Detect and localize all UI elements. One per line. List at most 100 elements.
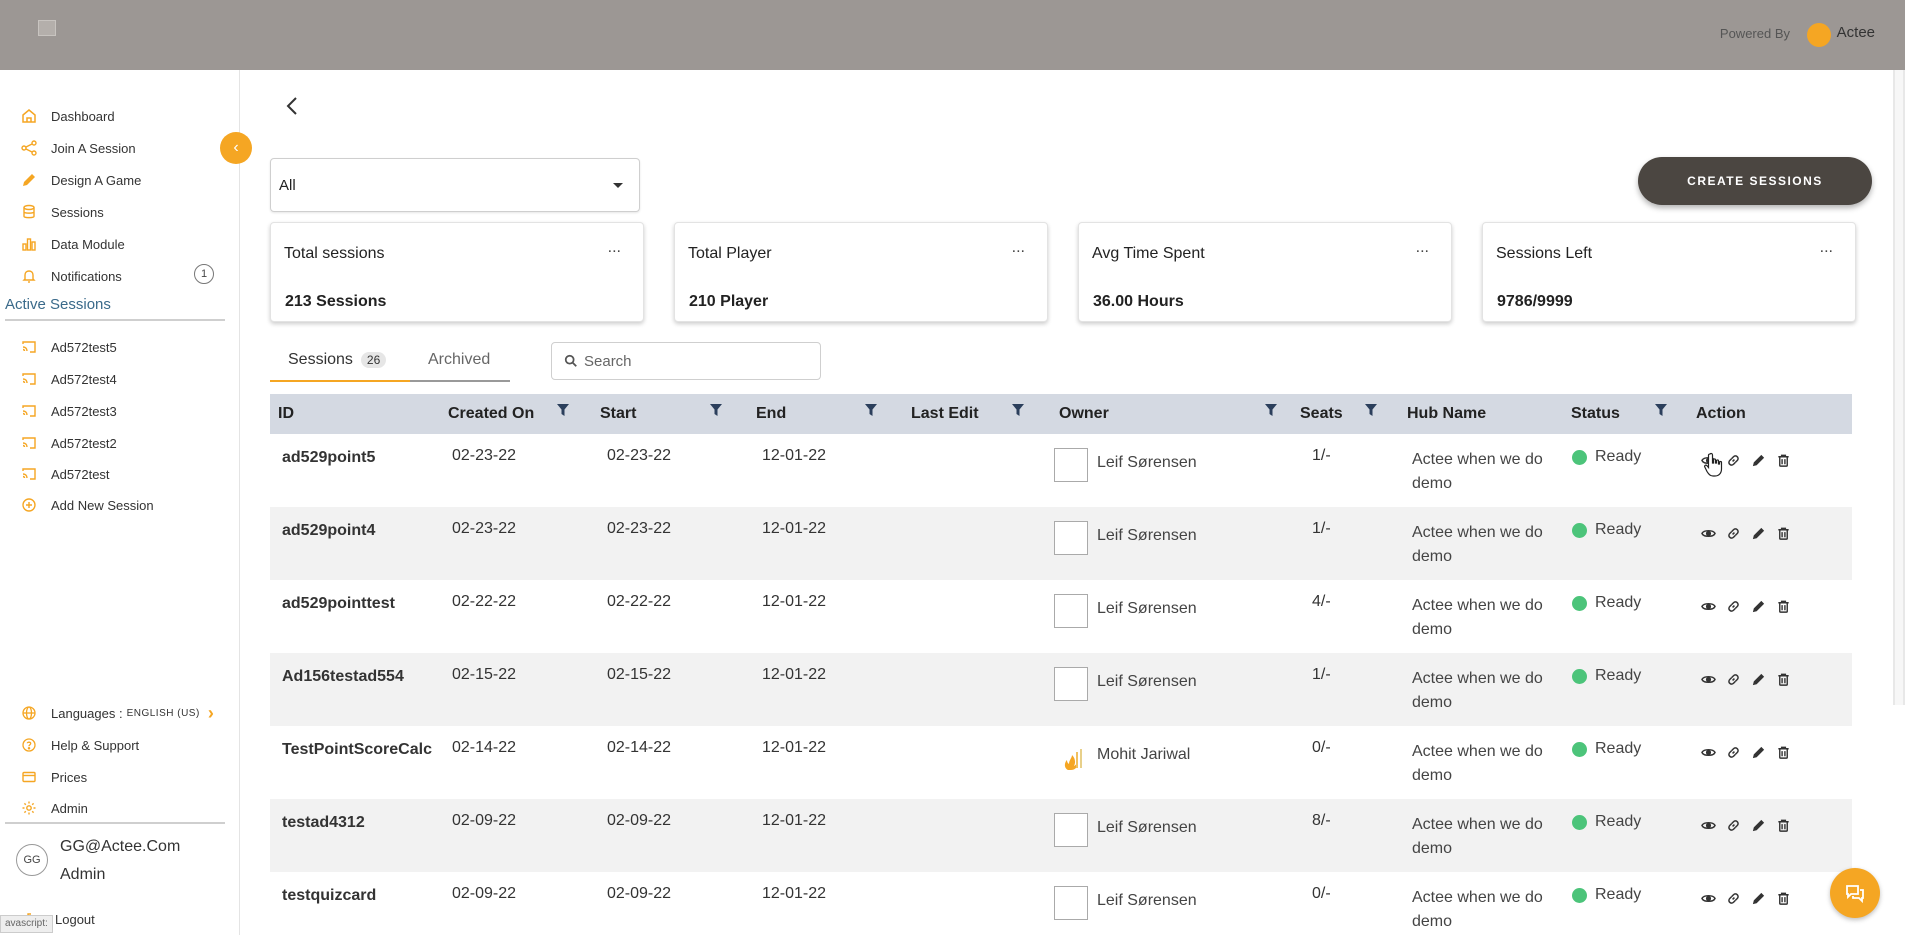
edit-icon[interactable]	[1750, 817, 1767, 834]
link-icon[interactable]	[1725, 598, 1742, 615]
view-icon[interactable]	[1700, 744, 1717, 761]
active-session-item[interactable]: Ad572test	[20, 463, 110, 485]
column-filter-icon[interactable]	[1012, 403, 1024, 417]
table-row[interactable]: ad529point5 02-23-22 02-23-22 12-01-22 Leif …	[270, 434, 1852, 507]
hub-name-cell: Actee when we do demo	[1412, 743, 1543, 784]
session-filter-select[interactable]: All	[270, 158, 640, 212]
delete-icon[interactable]	[1775, 671, 1792, 688]
delete-icon[interactable]	[1775, 890, 1792, 907]
more-options-icon[interactable]: ...	[1415, 239, 1429, 256]
sidebar-item-prices[interactable]: Prices	[20, 766, 87, 788]
session-id[interactable]: testquizcard	[282, 887, 377, 904]
table-row[interactable]: testad4312 02-09-22 02-09-22 12-01-22 Leif S…	[270, 799, 1852, 872]
view-icon[interactable]	[1700, 598, 1717, 615]
active-session-item[interactable]: Ad572test4	[20, 368, 117, 390]
active-session-item[interactable]: Ad572test2	[20, 432, 117, 454]
more-options-icon[interactable]: ...	[1011, 239, 1025, 256]
page-scrollbar[interactable]	[1893, 70, 1905, 705]
column-header[interactable]: Action	[1696, 405, 1746, 422]
column-header[interactable]: Last Edit	[911, 405, 979, 422]
table-row[interactable]: Ad156testad554 02-15-22 02-15-22 12-01-22 Le…	[270, 653, 1852, 726]
delete-icon[interactable]	[1775, 598, 1792, 615]
logo-image[interactable]	[38, 20, 56, 36]
column-filter-icon[interactable]	[1265, 403, 1277, 417]
powered-by-label: Powered By	[1719, 26, 1790, 41]
view-icon[interactable]	[1700, 890, 1717, 907]
sidebar-item-data-module[interactable]: Data Module	[20, 233, 125, 255]
column-header[interactable]: Seats	[1300, 405, 1343, 422]
column-header[interactable]: Status	[1571, 405, 1620, 422]
chat-support-button[interactable]	[1830, 868, 1880, 918]
brand-logo-icon	[1807, 23, 1831, 47]
sidebar-item-notifications[interactable]: Notifications	[20, 265, 122, 287]
column-header[interactable]: Created On	[448, 405, 535, 422]
link-icon[interactable]	[1725, 817, 1742, 834]
status-badge: Ready	[1572, 813, 1641, 831]
edit-icon[interactable]	[1750, 598, 1767, 615]
chevron-right-icon[interactable]: ›	[207, 702, 214, 723]
column-header[interactable]: Owner	[1059, 405, 1109, 422]
sidebar-item-join-session[interactable]: Join A Session	[20, 137, 136, 159]
sidebar-item-label: Join A Session	[51, 140, 136, 156]
table-row[interactable]: TestPointScoreCalc 02-14-22 02-14-22 12-01-…	[270, 726, 1852, 799]
session-id[interactable]: ad529point4	[282, 522, 376, 539]
column-filter-icon[interactable]	[1655, 403, 1667, 417]
column-filter-icon[interactable]	[1365, 403, 1377, 417]
delete-icon[interactable]	[1775, 744, 1792, 761]
session-id[interactable]: TestPointScoreCalc	[282, 741, 432, 758]
column-filter-icon[interactable]	[710, 403, 722, 417]
table-row[interactable]: ad529point4 02-23-22 02-23-22 12-01-22 Leif …	[270, 507, 1852, 580]
view-icon[interactable]	[1700, 817, 1717, 834]
sidebar-item-dashboard[interactable]: Dashboard	[20, 105, 115, 127]
tab-sessions[interactable]: Sessions 26	[270, 340, 410, 382]
delete-icon[interactable]	[1775, 525, 1792, 542]
avatar[interactable]: GG	[16, 844, 48, 876]
link-icon[interactable]	[1725, 671, 1742, 688]
column-header[interactable]: Start	[600, 405, 637, 422]
table-row[interactable]: ad529pointtest 02-22-22 02-22-22 12-01-22 Le…	[270, 580, 1852, 653]
scrollbar-thumb[interactable]	[1895, 70, 1903, 705]
column-header[interactable]: Hub Name	[1407, 405, 1487, 422]
search-input[interactable]	[584, 352, 804, 370]
table-row[interactable]: testquizcard 02-09-22 02-09-22 12-01-22 Leif…	[270, 872, 1852, 935]
sidebar-item-sessions[interactable]: Sessions	[20, 201, 104, 223]
sidebar-item-design-game[interactable]: Design A Game	[20, 169, 141, 191]
column-header[interactable]: End	[756, 405, 787, 422]
column-filter-icon[interactable]	[557, 403, 569, 417]
edit-icon[interactable]	[1750, 525, 1767, 542]
view-icon[interactable]	[1700, 671, 1717, 688]
back-button[interactable]	[280, 92, 304, 120]
link-icon[interactable]	[1725, 890, 1742, 907]
edit-icon[interactable]	[1750, 890, 1767, 907]
column-filter-icon[interactable]	[865, 403, 877, 417]
tab-archived[interactable]: Archived	[410, 340, 510, 382]
delete-icon[interactable]	[1775, 817, 1792, 834]
session-id[interactable]: Ad156testad554	[282, 668, 404, 685]
session-id[interactable]: ad529pointtest	[282, 595, 395, 612]
language-selector[interactable]: Languages : ENGLISH (US) ›	[20, 702, 214, 724]
active-session-item[interactable]: Ad572test3	[20, 400, 117, 422]
collapse-sidebar-button[interactable]: ‹	[220, 132, 252, 164]
link-icon[interactable]	[1725, 744, 1742, 761]
link-icon[interactable]	[1725, 452, 1742, 469]
edit-icon[interactable]	[1750, 671, 1767, 688]
delete-icon[interactable]	[1775, 452, 1792, 469]
hub-name-cell: Actee when we do demo	[1412, 816, 1543, 857]
column-header[interactable]: ID	[278, 405, 294, 422]
status-badge: Ready	[1572, 594, 1641, 612]
edit-icon[interactable]	[1750, 744, 1767, 761]
gear-icon	[20, 799, 38, 817]
link-icon[interactable]	[1725, 525, 1742, 542]
session-id[interactable]: testad4312	[282, 814, 365, 831]
sidebar-item-admin[interactable]: Admin	[20, 797, 88, 819]
add-new-session-button[interactable]: Add New Session	[20, 494, 154, 516]
hub-name-cell: Actee when we do demo	[1412, 524, 1543, 565]
view-icon[interactable]	[1700, 525, 1717, 542]
more-options-icon[interactable]: ...	[607, 239, 621, 256]
sidebar-item-help[interactable]: Help & Support	[20, 734, 139, 756]
session-id[interactable]: ad529point5	[282, 449, 376, 466]
edit-icon[interactable]	[1750, 452, 1767, 469]
more-options-icon[interactable]: ...	[1819, 239, 1833, 256]
active-session-item[interactable]: Ad572test5	[20, 336, 117, 358]
create-sessions-button[interactable]: CREATE SESSIONS	[1638, 157, 1872, 205]
